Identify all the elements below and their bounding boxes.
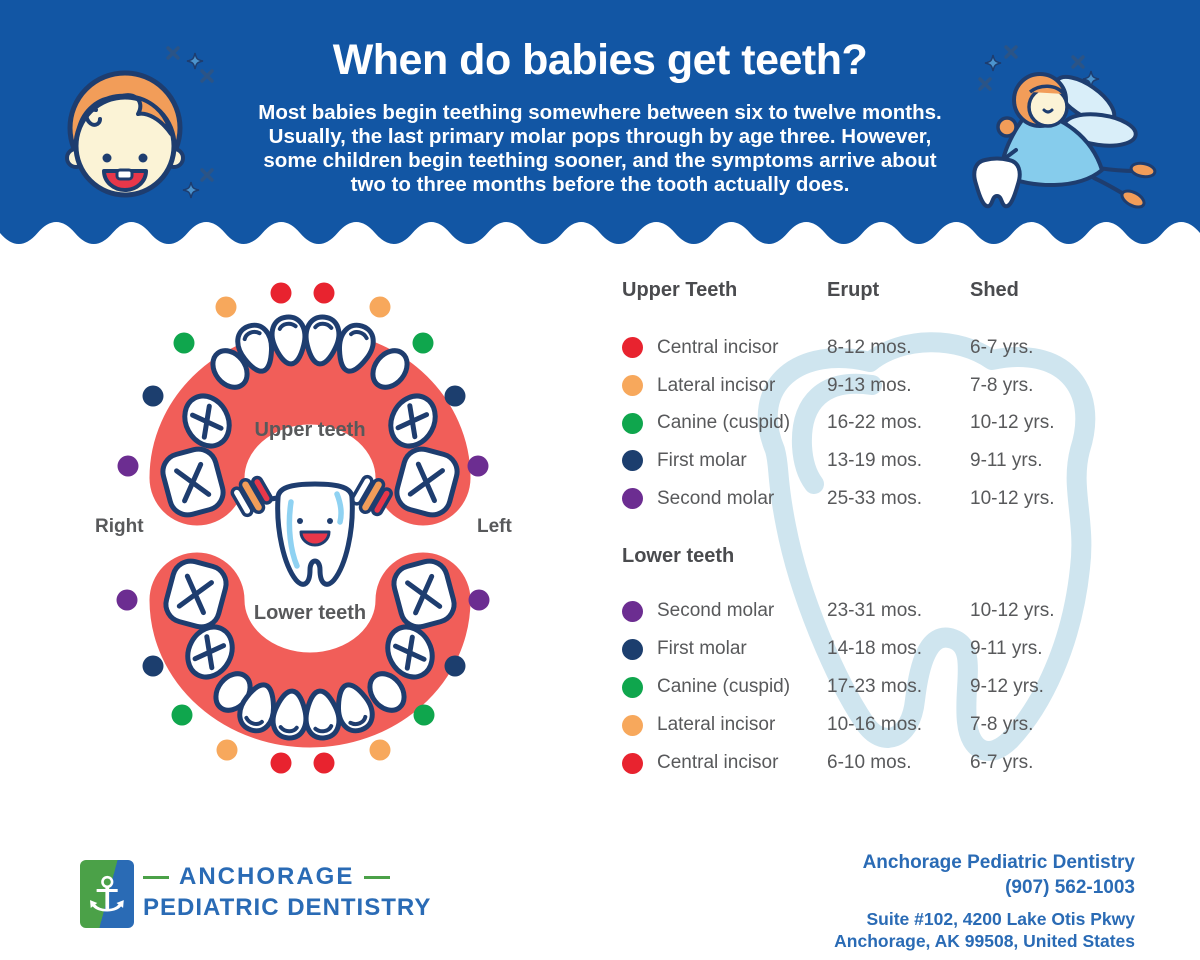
logo-dash: [143, 875, 169, 879]
shed-value: 10-12 yrs.: [970, 600, 1055, 621]
shed-value: 7-8 yrs.: [970, 714, 1034, 735]
logo-dash: [364, 875, 391, 879]
header-banner: [0, 0, 1200, 244]
clinic-name: Anchorage Pediatric Dentistry: [862, 852, 1135, 873]
tooth-name: Lateral incisor: [657, 374, 776, 396]
tooth-dot: [142, 655, 164, 677]
tooth-color-dot: [622, 488, 643, 510]
shed-value: 6-7 yrs.: [970, 752, 1034, 773]
shed-value: 9-11 yrs.: [970, 449, 1043, 471]
tooth-name: Lateral incisor: [657, 714, 776, 735]
tooth-dot: [215, 296, 237, 318]
tooth-name: First molar: [657, 638, 747, 659]
lower-jaw: [149, 552, 471, 748]
clinic-logo-text: ANCHORAGE PEDIATRIC DENTISTRY: [143, 863, 431, 922]
shed-value: 9-11 yrs.: [970, 638, 1043, 659]
tooth-dot: [369, 296, 391, 318]
tooth-dot: [468, 589, 490, 611]
tooth-dot: [142, 385, 164, 407]
erupt-value: 8-12 mos.: [827, 336, 912, 358]
tooth-name: Canine (cuspid): [657, 412, 791, 434]
lower-teeth-table: Second molar 23-31 mos. 10-12 yrs. First…: [622, 592, 1100, 782]
tooth-dot: [270, 752, 292, 774]
shed-value: 6-7 yrs.: [970, 336, 1034, 358]
erupt-value: 9-13 mos.: [827, 374, 912, 396]
tooth-name: Second molar: [657, 600, 775, 621]
header-subtitle: Most babies begin teething somewhere bet…: [250, 101, 950, 197]
clinic-address-line2: Anchorage, AK 99508, United States: [834, 931, 1135, 951]
tooth-name: Central incisor: [657, 336, 779, 358]
erupt-value: 14-18 mos.: [827, 638, 923, 659]
lower-teeth-label: Lower teeth: [253, 602, 367, 624]
subtitle-line: two to three months before the tooth act…: [350, 173, 850, 196]
tooth-color-dot: [622, 714, 643, 736]
erupt-value: 6-10 mos.: [827, 752, 912, 773]
erupt-value: 23-31 mos.: [827, 600, 923, 621]
clinic-logo: ⚓: [80, 860, 134, 928]
erupt-value: 10-16 mos.: [827, 714, 923, 735]
shed-value: 7-8 yrs.: [970, 374, 1034, 396]
tooth-color-dot: [622, 676, 643, 698]
tooth-dot: [413, 704, 435, 726]
tooth-dot: [116, 589, 138, 611]
right-side-label: Right: [95, 516, 144, 537]
logo-name-line2: PEDIATRIC DENTISTRY: [143, 894, 432, 921]
tooth-name: Second molar: [657, 487, 775, 509]
footer-contact-block: Anchorage Pediatric Dentistry (907) 562-…: [834, 852, 1135, 952]
tooth-color-dot: [622, 600, 643, 622]
tooth-color-dot: [622, 450, 643, 472]
clinic-phone: (907) 562-1003: [1005, 877, 1135, 898]
tooth-character-icon: [227, 470, 397, 587]
tooth-dot: [173, 332, 195, 354]
tooth-dot: [467, 455, 489, 477]
tooth-color-dot: [622, 375, 643, 397]
tooth-dot: [444, 385, 466, 407]
tooth-dot: [444, 655, 466, 677]
tooth-dot: [313, 752, 335, 774]
anchor-icon: ⚓: [85, 867, 129, 923]
lower-teeth-section-header: Lower teeth: [622, 545, 735, 567]
tooth-color-dot: [622, 638, 643, 660]
erupt-value: 25-33 mos.: [827, 487, 923, 509]
subtitle-line: Usually, the last primary molar pops thr…: [268, 125, 932, 148]
tooth-color-dot: [622, 337, 643, 359]
tooth-name: Central incisor: [657, 752, 779, 773]
tooth-name: Canine (cuspid): [657, 676, 791, 697]
erupt-value: 13-19 mos.: [827, 449, 923, 471]
logo-name-line1: ANCHORAGE: [179, 863, 355, 890]
shed-value: 9-12 yrs.: [970, 676, 1044, 697]
upper-teeth-label: Upper teeth: [254, 419, 366, 441]
tooth-dot: [270, 282, 292, 304]
erupt-column-header: Erupt: [827, 279, 880, 301]
tooth-dot: [313, 282, 335, 304]
tooth-dot: [171, 704, 193, 726]
tooth-dot: [412, 332, 434, 354]
tooth-color-dot: [622, 412, 643, 434]
tooth-color-dot: [622, 752, 643, 774]
shed-value: 10-12 yrs.: [970, 487, 1055, 509]
tooth-dot: [117, 455, 139, 477]
page-title: When do babies get teeth?: [332, 36, 868, 84]
erupt-value: 16-22 mos.: [827, 412, 923, 434]
left-side-label: Left: [477, 516, 512, 537]
tooth-dot: [369, 739, 391, 761]
shed-value: 10-12 yrs.: [970, 412, 1055, 434]
wave-border: [0, 213, 1200, 244]
shed-column-header: Shed: [970, 279, 1019, 301]
clinic-address-line1: Suite #102, 4200 Lake Otis Pkwy: [866, 909, 1136, 929]
erupt-value: 17-23 mos.: [827, 676, 923, 697]
upper-teeth-column-header: Upper Teeth: [622, 279, 738, 301]
upper-teeth-table: Central incisor 8-12 mos. 6-7 yrs. Later…: [622, 329, 1100, 517]
jaw-dots: [116, 282, 490, 774]
subtitle-line: Most babies begin teething somewhere bet…: [258, 101, 942, 124]
subtitle-line: some children begin teething sooner, and…: [263, 149, 937, 172]
tooth-name: First molar: [657, 449, 747, 471]
table-header-row: Upper Teeth Erupt Shed: [622, 279, 1100, 302]
tooth-dot: [216, 739, 238, 761]
